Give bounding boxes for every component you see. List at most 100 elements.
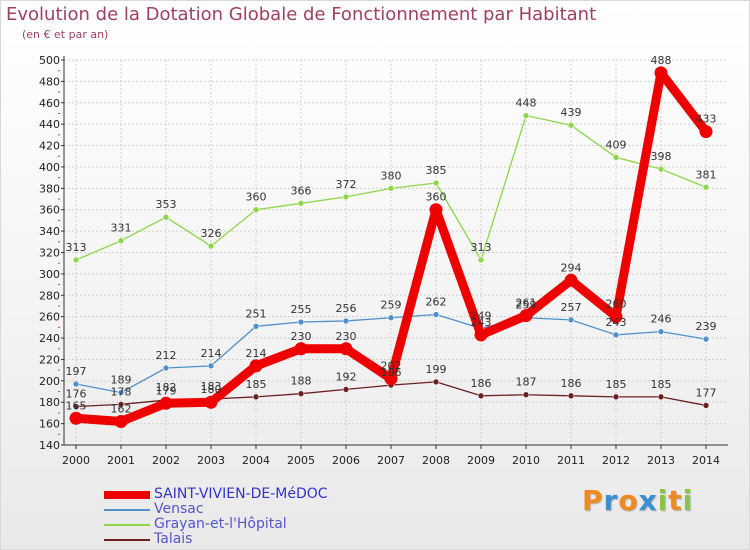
y-tick-label: 320 xyxy=(39,247,60,260)
x-tick-label: 2005 xyxy=(287,454,315,467)
y-tick-label: 140 xyxy=(39,439,60,452)
logo-letter: o xyxy=(618,484,639,517)
y-tick-label: 260 xyxy=(39,311,60,324)
data-point xyxy=(114,414,128,428)
x-tick-label: 2014 xyxy=(692,454,720,467)
y-tick-label: 380 xyxy=(39,182,60,195)
data-point xyxy=(342,317,350,325)
data-label: 313 xyxy=(66,241,87,254)
data-label: 381 xyxy=(696,168,717,181)
data-label: 260 xyxy=(606,298,627,311)
data-point xyxy=(252,322,260,330)
data-point xyxy=(297,390,305,397)
x-tick-label: 2011 xyxy=(557,454,585,467)
data-point xyxy=(702,183,710,191)
x-tick-label: 2006 xyxy=(332,454,360,467)
data-point xyxy=(699,125,713,139)
data-label: 243 xyxy=(471,316,492,329)
data-label: 353 xyxy=(156,198,177,211)
data-label: 360 xyxy=(426,191,447,204)
data-point xyxy=(207,242,215,250)
data-point xyxy=(432,311,440,318)
logo-letter: P xyxy=(582,484,604,517)
data-label: 185 xyxy=(651,378,672,391)
data-label: 257 xyxy=(561,301,582,314)
data-label: 385 xyxy=(426,164,447,177)
data-point xyxy=(342,193,350,201)
data-label: 162 xyxy=(111,402,132,415)
data-label: 261 xyxy=(516,297,537,310)
x-tick-label: 2004 xyxy=(242,454,270,467)
data-label: 239 xyxy=(696,320,717,333)
data-point xyxy=(207,362,215,370)
chart-subtitle: (en € et par an) xyxy=(22,28,109,41)
data-point xyxy=(564,273,578,287)
data-point xyxy=(609,310,623,324)
data-point xyxy=(702,402,710,409)
data-label: 186 xyxy=(561,377,582,390)
data-label: 326 xyxy=(201,227,222,240)
x-tick-label: 2000 xyxy=(62,454,90,467)
y-tick-label: 180 xyxy=(39,396,60,409)
data-point xyxy=(117,389,125,396)
y-tick-label: 420 xyxy=(39,140,60,153)
data-label: 243 xyxy=(606,316,627,329)
data-point xyxy=(162,213,170,221)
y-tick-label: 440 xyxy=(39,118,60,131)
data-point xyxy=(297,318,305,326)
y-tick-label: 160 xyxy=(39,418,60,431)
data-point xyxy=(339,342,353,356)
data-point xyxy=(522,391,530,399)
data-label: 313 xyxy=(471,241,492,254)
data-point xyxy=(69,411,83,425)
data-label: 380 xyxy=(381,169,402,182)
data-label: 214 xyxy=(201,347,222,360)
x-tick-label: 2007 xyxy=(377,454,405,467)
data-label: 360 xyxy=(246,191,267,204)
y-tick-label: 280 xyxy=(39,289,60,302)
y-tick-label: 300 xyxy=(39,268,60,281)
legend-swatch xyxy=(104,491,150,499)
logo-letter: t xyxy=(668,484,683,517)
data-point xyxy=(567,121,575,129)
data-point xyxy=(657,165,665,173)
data-label: 372 xyxy=(336,178,357,191)
data-label: 192 xyxy=(336,370,357,383)
data-point xyxy=(159,396,173,410)
x-tick-label: 2009 xyxy=(467,454,495,467)
data-label: 366 xyxy=(291,184,312,197)
data-label: 230 xyxy=(291,330,312,343)
data-label: 259 xyxy=(516,299,537,312)
data-point xyxy=(429,203,443,217)
data-label: 179 xyxy=(156,384,177,397)
data-label: 409 xyxy=(606,138,627,151)
data-label: 197 xyxy=(66,365,87,378)
data-point xyxy=(432,179,440,187)
data-point xyxy=(252,393,260,401)
data-label: 165 xyxy=(66,399,87,412)
data-label: 249 xyxy=(471,309,492,322)
data-point xyxy=(567,392,575,400)
data-point xyxy=(342,386,350,393)
data-label: 186 xyxy=(471,377,492,390)
data-label: 256 xyxy=(336,302,357,315)
data-label: 255 xyxy=(291,303,312,316)
data-point xyxy=(294,342,308,356)
chart-title: Evolution de la Dotation Globale de Fonc… xyxy=(6,4,597,25)
data-label: 180 xyxy=(201,383,222,396)
data-label: 251 xyxy=(246,307,267,320)
data-label: 202 xyxy=(381,360,402,373)
data-point xyxy=(387,185,395,192)
data-point xyxy=(612,331,620,339)
data-point xyxy=(522,112,530,119)
x-tick-label: 2003 xyxy=(197,454,225,467)
y-tick-label: 340 xyxy=(39,225,60,238)
x-tick-label: 2013 xyxy=(647,454,675,467)
data-point xyxy=(657,393,665,401)
legend-label: Talais xyxy=(154,531,193,547)
data-label: 331 xyxy=(111,222,132,235)
data-point xyxy=(297,200,305,207)
data-point xyxy=(117,401,125,408)
x-tick-label: 2010 xyxy=(512,454,540,467)
